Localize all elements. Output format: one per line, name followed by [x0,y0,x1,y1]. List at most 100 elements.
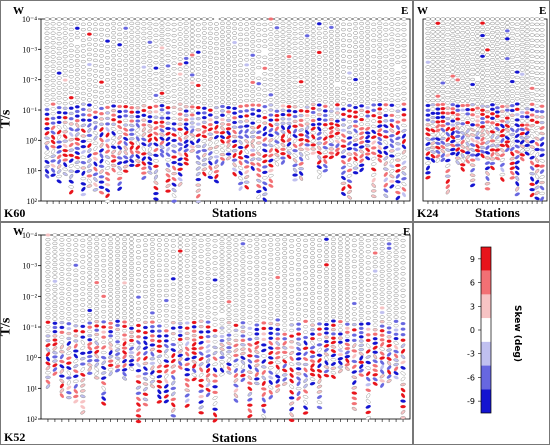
skew-ellipse [480,71,485,75]
skew-ellipse [455,117,461,121]
skew-ellipse [111,136,117,140]
skew-ellipse [519,153,525,157]
skew-ellipse [62,22,68,26]
skew-ellipse [171,39,177,43]
skew-ellipse [226,110,231,114]
skew-ellipse [171,391,176,397]
skew-ellipse [205,349,211,354]
skew-ellipse [484,182,491,186]
skew-ellipse [94,366,100,372]
skew-ellipse [395,71,401,75]
skew-ellipse [485,129,490,135]
skew-ellipse [450,90,456,94]
skew-ellipse [310,296,315,300]
skew-ellipse [240,255,246,259]
skew-ellipse [280,39,286,43]
skew-ellipse [212,306,218,310]
skew-ellipse [262,110,268,114]
skew-ellipse [226,337,232,341]
skew-ellipse [189,49,195,53]
skew-ellipse [80,54,86,58]
skew-ellipse [233,398,239,403]
skew-ellipse [358,145,365,149]
skew-ellipse [56,86,62,90]
skew-ellipse [105,45,110,49]
skew-ellipse [189,69,195,73]
skew-ellipse [470,77,475,82]
skew-ellipse [226,291,232,295]
skew-ellipse [87,271,93,275]
skew-ellipse [87,346,93,351]
skew-ellipse [274,157,280,162]
skew-ellipse [322,54,328,58]
skew-ellipse [280,104,286,108]
skew-ellipse [212,350,218,356]
skew-ellipse [232,111,237,115]
skew-ellipse [94,250,100,254]
skew-ellipse [62,17,68,21]
station-column [170,233,177,418]
skew-ellipse [226,106,231,110]
skew-ellipse [201,64,207,68]
skew-ellipse [400,405,406,409]
skew-ellipse [322,163,328,169]
skew-ellipse [212,295,218,299]
skew-ellipse [450,45,456,50]
skew-ellipse [122,272,127,276]
skew-ellipse [183,78,189,82]
skew-ellipse [386,348,392,352]
skew-ellipse [454,156,461,160]
skew-ellipse [62,106,68,110]
skew-ellipse [87,32,92,36]
skew-ellipse [304,113,310,118]
skew-ellipse [371,49,377,53]
skew-ellipse [94,237,100,241]
skew-ellipse [393,302,399,306]
skew-ellipse [310,291,315,296]
skew-ellipse [129,48,135,52]
skew-ellipse [435,132,441,138]
skew-ellipse [370,146,377,150]
skew-ellipse [344,290,350,294]
skew-ellipse [170,255,176,259]
skew-ellipse [460,94,466,99]
skew-ellipse [205,272,211,276]
skew-ellipse [163,278,169,282]
skew-ellipse [275,313,281,317]
skew-ellipse [153,44,159,48]
skew-ellipse [275,285,281,289]
skew-ellipse [233,363,239,368]
skew-ellipse [191,329,197,333]
skew-ellipse [499,143,506,148]
skew-ellipse [129,61,135,65]
skew-ellipse [504,33,510,37]
skew-ellipse [73,394,79,399]
skew-ellipse [115,311,120,315]
skew-ellipse [73,278,79,282]
skew-ellipse [93,84,98,88]
skew-ellipse [425,36,431,40]
skew-ellipse [232,167,238,172]
skew-ellipse [303,281,308,286]
station-column [226,233,232,375]
skew-ellipse [465,77,471,81]
skew-ellipse [539,148,545,152]
skew-ellipse [183,91,189,96]
skew-ellipse [165,131,171,136]
skew-ellipse [226,370,232,375]
skew-ellipse [62,153,68,157]
skew-ellipse [159,87,165,91]
skew-ellipse [386,233,392,237]
skew-ellipse [539,44,545,48]
skew-ellipse [539,39,545,43]
station-column [212,233,218,423]
skew-ellipse [393,375,399,380]
colorbar-tick-label: 0 [470,326,475,335]
skew-ellipse [163,263,169,267]
skew-ellipse [469,153,476,157]
skew-ellipse [220,109,225,113]
skew-ellipse [244,37,250,41]
skew-ellipse [372,323,378,327]
skew-ellipse [87,296,93,300]
skew-ellipse [383,97,389,101]
